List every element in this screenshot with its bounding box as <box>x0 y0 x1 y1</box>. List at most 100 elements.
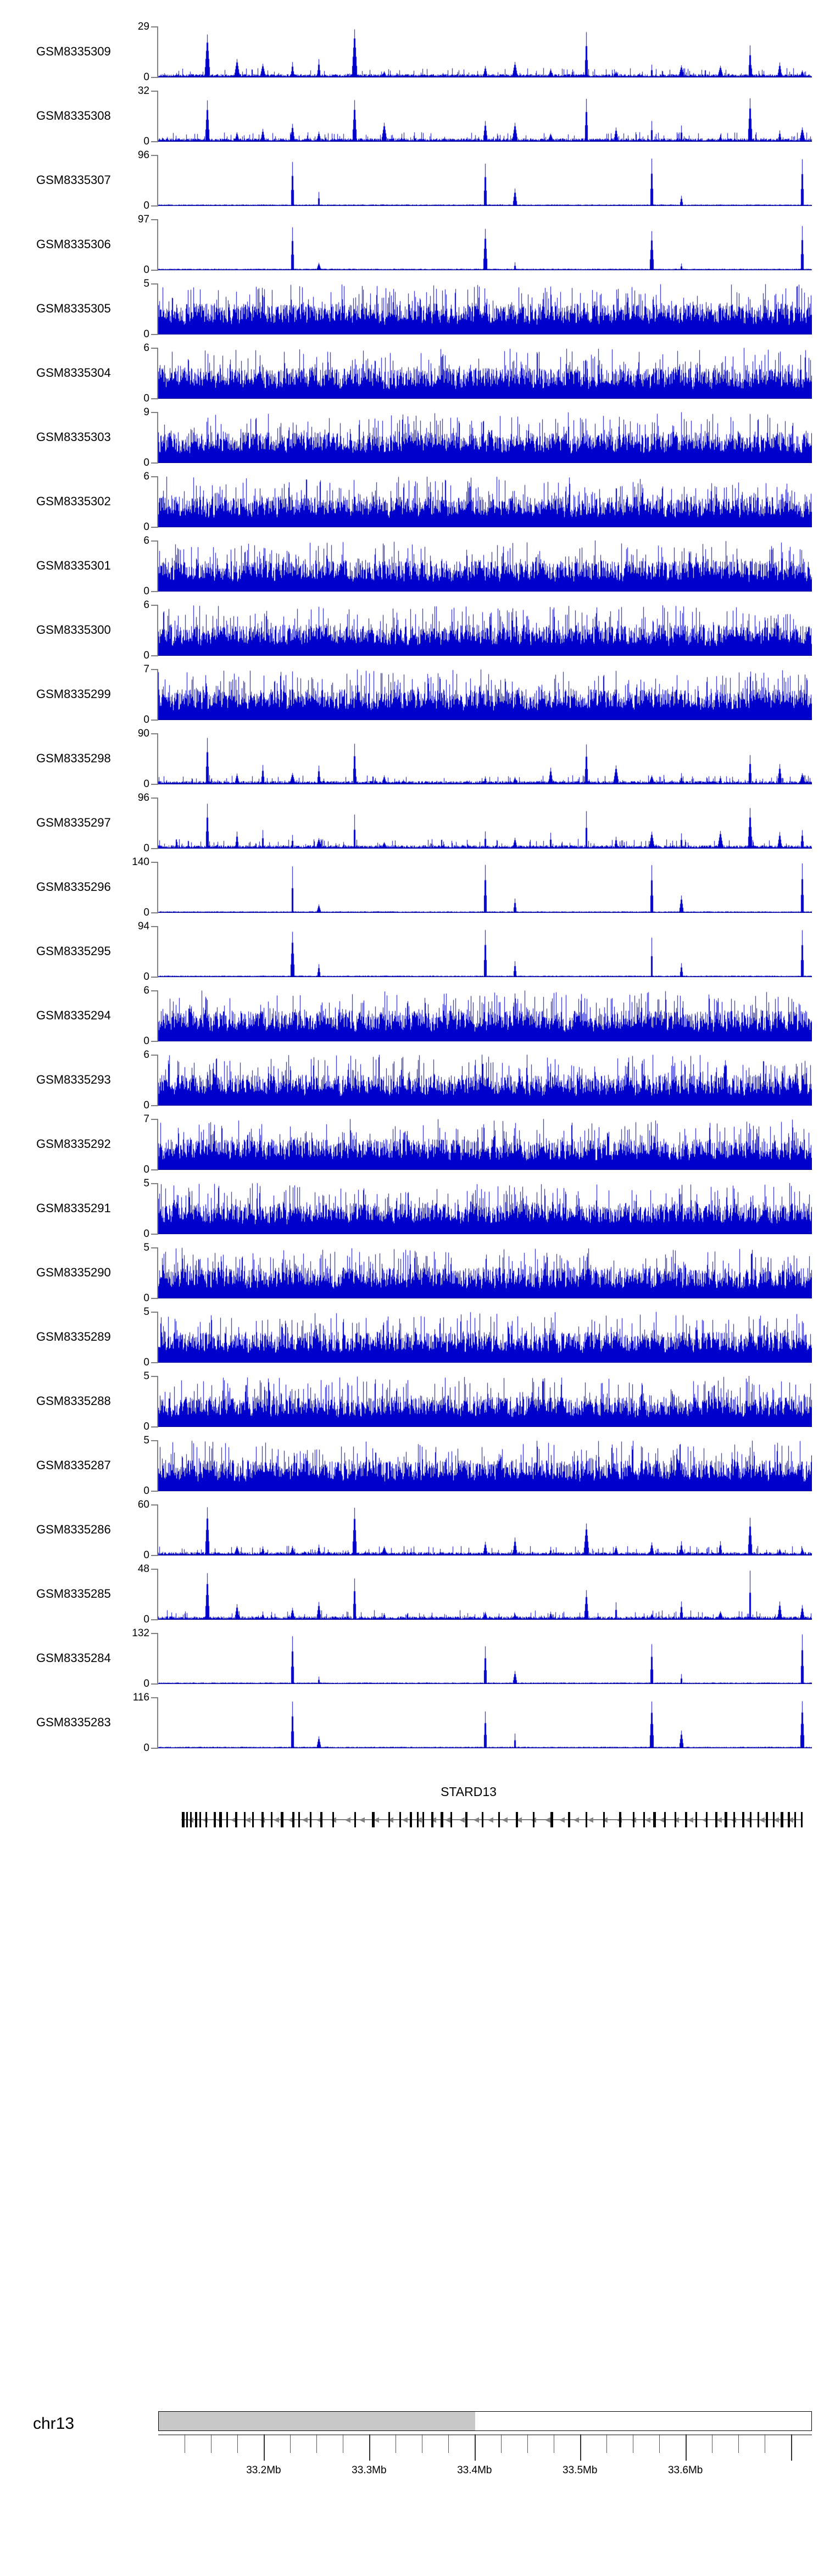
exon-block[interactable] <box>482 1812 483 1827</box>
strand-arrow-icon: ◀ <box>788 1815 793 1824</box>
exon-block[interactable] <box>450 1812 452 1827</box>
coverage-data-area[interactable] <box>158 1247 812 1298</box>
exon-block[interactable] <box>244 1812 246 1827</box>
gene-model-track[interactable]: STARD13 ◀ ◀ ◀ ◀ ◀ ◀ ◀ ◀ ◀ ◀ ◀ ◀ ◀ ◀ ◀ ◀ ◀ ◀ ◀ ◀ ◀ ◀ ◀ ◀ ◀ ◀ ◀ ◀ ◀ ◀ ◀ ◀… <box>0 1785 824 1845</box>
exon-block[interactable] <box>281 1812 283 1827</box>
exon-block[interactable] <box>773 1812 775 1827</box>
exon-block[interactable] <box>664 1812 666 1827</box>
exon-block[interactable] <box>685 1812 687 1827</box>
coverage-data-area[interactable] <box>158 605 812 656</box>
exon-block[interactable] <box>320 1812 322 1827</box>
exon-block[interactable] <box>516 1812 518 1827</box>
coverage-data-area[interactable] <box>158 669 812 720</box>
exon-block[interactable] <box>441 1812 443 1827</box>
coverage-data-area[interactable] <box>158 1055 812 1106</box>
coverage-data-area[interactable] <box>158 476 812 527</box>
exon-block[interactable] <box>410 1812 412 1827</box>
exon-block[interactable] <box>388 1812 390 1827</box>
ideogram-box[interactable] <box>158 2411 812 2431</box>
exon-block[interactable] <box>214 1812 216 1827</box>
coverage-data-area[interactable] <box>158 990 812 1041</box>
axis-tick-bottom <box>151 1555 158 1556</box>
exon-block[interactable] <box>332 1812 334 1827</box>
exon-block[interactable] <box>399 1812 401 1827</box>
coverage-data-area[interactable] <box>158 1312 812 1363</box>
exon-block[interactable] <box>733 1812 735 1827</box>
coverage-data-area[interactable] <box>158 1119 812 1170</box>
exon-block[interactable] <box>766 1812 768 1827</box>
track-sample-label: GSM8335285 <box>36 1587 111 1601</box>
exon-block[interactable] <box>252 1812 254 1827</box>
coverage-data-area[interactable] <box>158 540 812 592</box>
exon-block[interactable] <box>298 1812 300 1827</box>
exon-block[interactable] <box>465 1812 467 1827</box>
exon-block[interactable] <box>725 1812 727 1827</box>
exon-block[interactable] <box>568 1812 570 1827</box>
exon-block[interactable] <box>292 1812 294 1827</box>
exon-block[interactable] <box>271 1812 272 1827</box>
coverage-data-area[interactable] <box>158 26 812 77</box>
exon-block[interactable] <box>182 1812 185 1827</box>
coverage-data-area[interactable] <box>158 219 812 270</box>
exon-block[interactable] <box>417 1812 419 1827</box>
exon-block[interactable] <box>310 1812 311 1827</box>
coverage-data-area[interactable] <box>158 348 812 399</box>
exon-block[interactable] <box>261 1812 264 1827</box>
strand-arrow-icon: ◀ <box>773 1815 779 1824</box>
exon-block[interactable] <box>586 1812 587 1827</box>
exon-block[interactable] <box>619 1812 621 1827</box>
exon-block[interactable] <box>431 1812 433 1827</box>
coverage-data-area[interactable] <box>158 155 812 206</box>
exon-block[interactable] <box>550 1812 553 1827</box>
exon-block[interactable] <box>633 1812 634 1827</box>
exon-block[interactable] <box>750 1812 751 1827</box>
axis-spine <box>157 1183 158 1235</box>
coverage-data-area[interactable] <box>158 1697 812 1748</box>
exon-block[interactable] <box>643 1812 645 1827</box>
axis-tick-top <box>151 540 158 542</box>
coverage-data-area[interactable] <box>158 1633 812 1684</box>
exon-block[interactable] <box>653 1812 656 1827</box>
exon-block[interactable] <box>695 1812 697 1827</box>
track-sample-label: GSM8335290 <box>36 1265 111 1279</box>
exon-block[interactable] <box>235 1812 237 1827</box>
coverage-data-area[interactable] <box>158 798 812 849</box>
gene-body[interactable]: ◀◀◀◀◀◀◀◀◀◀◀◀◀◀◀◀◀◀◀◀◀◀◀◀◀◀◀◀◀◀◀◀◀◀◀◀◀◀◀◀… <box>158 1806 812 1833</box>
track-sample-label: GSM8335301 <box>36 559 111 572</box>
coverage-data-area[interactable] <box>158 1183 812 1234</box>
exon-block[interactable] <box>186 1812 188 1827</box>
exon-block[interactable] <box>533 1812 535 1827</box>
exon-block[interactable] <box>372 1812 375 1827</box>
genome-axis-ruler[interactable]: 33.2Mb 33.3Mb 33.4Mb 33.5Mb 33.6Mb <box>158 2434 812 2500</box>
coverage-data-area[interactable] <box>158 926 812 977</box>
axis-tick-top <box>151 348 158 349</box>
exon-block[interactable] <box>781 1812 783 1827</box>
coverage-data-area[interactable] <box>158 91 812 142</box>
exon-block[interactable] <box>190 1812 192 1827</box>
exon-block[interactable] <box>742 1812 744 1827</box>
exon-block[interactable] <box>788 1812 790 1827</box>
coverage-data-area[interactable] <box>158 862 812 913</box>
exon-block[interactable] <box>199 1812 201 1827</box>
exon-block[interactable] <box>422 1812 424 1827</box>
exon-block[interactable] <box>675 1812 676 1827</box>
coverage-data-area[interactable] <box>158 1376 812 1427</box>
exon-block[interactable] <box>706 1812 708 1827</box>
exon-block[interactable] <box>603 1812 605 1827</box>
exon-block[interactable] <box>195 1812 197 1827</box>
coverage-data-area[interactable] <box>158 733 812 784</box>
coverage-data-area[interactable] <box>158 1569 812 1620</box>
exon-block[interactable] <box>354 1812 356 1827</box>
exon-block[interactable] <box>715 1812 717 1827</box>
coverage-data-area[interactable] <box>158 1440 812 1491</box>
exon-block[interactable] <box>226 1812 228 1827</box>
coverage-data-area[interactable] <box>158 1504 812 1555</box>
exon-block[interactable] <box>205 1812 207 1827</box>
exon-block[interactable] <box>219 1812 222 1827</box>
coverage-data-area[interactable] <box>158 283 812 334</box>
exon-block[interactable] <box>758 1812 759 1827</box>
coverage-data-area[interactable] <box>158 412 812 463</box>
exon-block[interactable] <box>794 1812 796 1827</box>
exon-block[interactable] <box>498 1812 500 1827</box>
exon-block[interactable] <box>801 1812 803 1827</box>
